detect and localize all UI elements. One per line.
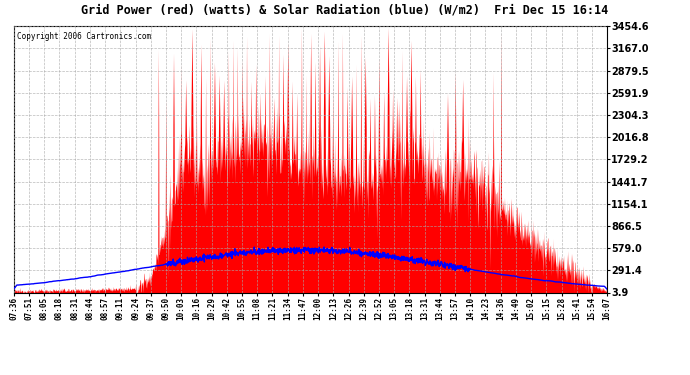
Text: Grid Power (red) (watts) & Solar Radiation (blue) (W/m2)  Fri Dec 15 16:14: Grid Power (red) (watts) & Solar Radiati…: [81, 4, 609, 17]
Text: Copyright 2006 Cartronics.com: Copyright 2006 Cartronics.com: [17, 32, 151, 40]
